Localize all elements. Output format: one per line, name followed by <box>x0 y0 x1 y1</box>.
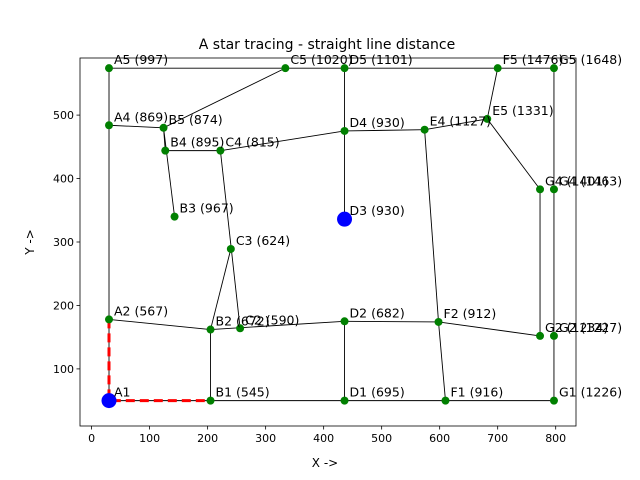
y-tick-label-500: 500 <box>53 109 74 122</box>
node-label-B3: B3 (967) <box>180 201 234 216</box>
edge-F2-F1 <box>438 321 446 401</box>
node-B1 <box>206 396 215 405</box>
node-label-F2: F2 (912) <box>444 306 497 321</box>
node-F2 <box>434 317 443 326</box>
x-tick-label-500: 500 <box>371 432 392 445</box>
node-D2 <box>340 317 349 326</box>
nodes-layer <box>101 64 558 409</box>
node-F1 <box>441 396 450 405</box>
x-tick-label-300: 300 <box>255 432 276 445</box>
node-label-E4: E4 (1127) <box>430 114 491 129</box>
node-label-C2: C2 (590) <box>245 312 299 327</box>
node-label-G4a: G4 (1401) <box>545 173 608 188</box>
node-label-D5: D5 (1101) <box>350 52 413 67</box>
edge-C3-B2 <box>210 248 232 330</box>
node-B5 <box>159 123 168 132</box>
node-A5 <box>105 64 114 73</box>
y-axis-ticks: 100 200 300 400 500 <box>53 109 80 376</box>
node-B3 <box>170 212 179 221</box>
x-tick-label-400: 400 <box>313 432 334 445</box>
edge-B5-B3 <box>163 127 176 217</box>
node-label-C4: C4 (815) <box>225 135 279 150</box>
edge-E5-F5 <box>486 68 499 120</box>
x-tick-label-600: 600 <box>429 432 450 445</box>
x-tick-label-200: 200 <box>197 432 218 445</box>
node-label-D2: D2 (682) <box>350 305 405 320</box>
node-D4 <box>340 126 349 135</box>
x-axis-label: X -> <box>312 456 338 470</box>
edge-E5-G4a <box>486 118 541 190</box>
node-label-B2: B2 (672) <box>216 314 270 329</box>
node-label-F1: F1 (916) <box>450 385 503 400</box>
node-label-B4: B4 (895) <box>170 135 224 150</box>
node-E4 <box>420 125 429 134</box>
edges-layer <box>108 67 555 402</box>
chart-title: A star tracing - straight line distance <box>199 37 455 53</box>
y-tick-label-300: 300 <box>53 236 74 249</box>
node-label-A5: A5 (997) <box>114 52 168 67</box>
traced-path <box>107 319 211 403</box>
node-label-D1: D1 (695) <box>350 385 405 400</box>
node-G4a <box>536 185 545 194</box>
edge-D2-F2 <box>344 320 439 323</box>
node-G2a <box>536 331 545 340</box>
node-B2 <box>206 325 215 334</box>
node-label-B5: B5 (874) <box>169 112 223 127</box>
node-C2 <box>236 324 245 333</box>
x-tick-label-800: 800 <box>545 432 566 445</box>
node-C3 <box>226 244 235 253</box>
node-D3 <box>337 211 353 227</box>
node-G4b <box>549 185 558 194</box>
path-layer <box>107 319 211 403</box>
node-label-C3: C3 (624) <box>236 233 290 248</box>
node-label-F5: F5 (1476) <box>503 52 564 67</box>
node-label-G5: G5 (1648) <box>559 52 622 67</box>
edge-C4-D4 <box>220 130 345 152</box>
edge-B5-C5 <box>163 67 286 129</box>
edge-E4-F2 <box>424 129 439 322</box>
node-B4 <box>161 146 170 155</box>
edge-C4-C2 <box>219 150 241 329</box>
edge-D4-E4 <box>344 129 425 132</box>
labels-layer: A1 A2 (567) A4 (869) A5 (997) B1 (545) B2 (67… <box>114 52 622 399</box>
y-axis-label: Y -> <box>23 229 37 256</box>
edge-A4-B5 <box>108 124 164 129</box>
edge-E4-E5 <box>424 118 488 131</box>
node-label-C5: C5 (1020) <box>290 52 352 67</box>
node-label-A4: A4 (869) <box>114 109 168 124</box>
x-tick-label-100: 100 <box>139 432 160 445</box>
node-A1 <box>101 393 117 409</box>
node-label-D3: D3 (930) <box>350 203 405 218</box>
node-label-E5: E5 (1331) <box>492 103 553 118</box>
node-label-G1: G1 (1226) <box>559 385 622 400</box>
node-C4 <box>216 146 225 155</box>
node-label-B1: B1 (545) <box>216 385 270 400</box>
node-G5 <box>549 64 558 73</box>
node-F5 <box>493 64 502 73</box>
node-label-A1: A1 <box>114 385 131 400</box>
node-label-A2: A2 (567) <box>114 303 168 318</box>
node-C5 <box>281 64 290 73</box>
edge-F2-G2a <box>438 321 541 337</box>
node-D1 <box>340 396 349 405</box>
node-label-G4b: G4 (1463) <box>559 173 622 188</box>
node-D5 <box>340 64 349 73</box>
y-tick-label-200: 200 <box>53 299 74 312</box>
node-label-D4: D4 (930) <box>350 115 405 130</box>
node-A4 <box>105 121 114 130</box>
edge-B2-D2 <box>210 320 345 331</box>
node-label-G2a: G2 (1234) <box>545 320 608 335</box>
y-tick-label-400: 400 <box>53 173 74 186</box>
x-tick-label-0: 0 <box>88 432 95 445</box>
node-E5 <box>483 114 492 123</box>
x-axis-ticks: 0 100 200 300 400 500 600 700 800 <box>88 426 566 445</box>
node-A2 <box>105 315 114 324</box>
node-G2b <box>549 331 558 340</box>
node-G1 <box>549 396 558 405</box>
node-label-G2b: G2 (1227) <box>559 320 622 335</box>
x-tick-label-700: 700 <box>487 432 508 445</box>
edge-A2-B2 <box>108 318 211 331</box>
y-tick-label-100: 100 <box>53 363 74 376</box>
